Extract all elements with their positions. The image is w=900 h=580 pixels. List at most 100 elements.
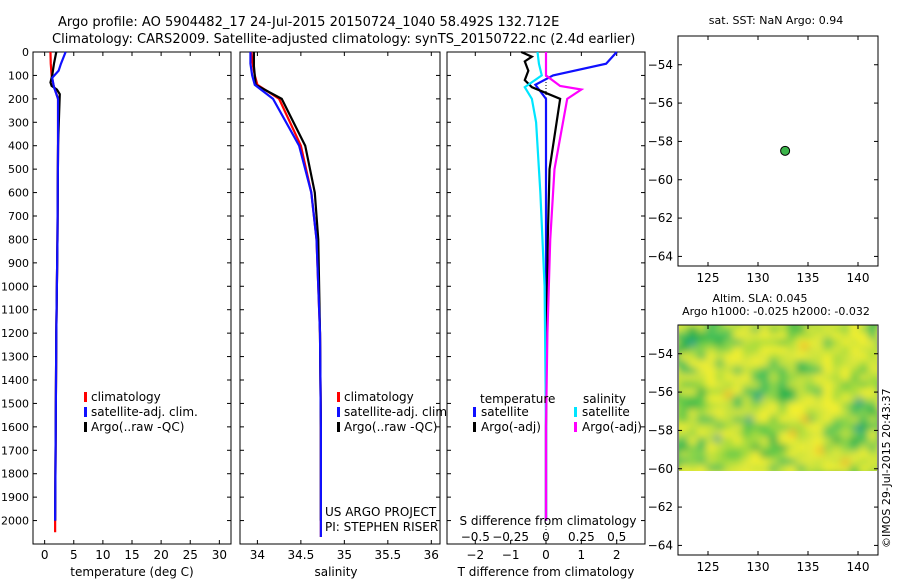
sla-cell <box>724 451 735 460</box>
sla-cell <box>715 402 726 411</box>
sla-cell <box>823 332 834 341</box>
sla-cell <box>814 395 825 404</box>
sla-cell <box>724 367 735 376</box>
sla-cell <box>868 423 877 432</box>
sla-cell <box>706 374 717 383</box>
sla-cell <box>787 437 798 446</box>
sla-cell <box>850 430 861 439</box>
sla-cell <box>679 346 690 355</box>
sla-cell <box>814 430 825 439</box>
sst-map-points <box>780 145 791 156</box>
sla-cell <box>742 374 753 383</box>
sla-cell <box>688 325 699 334</box>
sla-cell <box>778 381 789 390</box>
legend-label: Argo(..raw -QC) <box>344 420 437 434</box>
sla-cell <box>778 444 789 453</box>
sla-cell <box>787 332 798 341</box>
difference-series-magenta <box>544 52 585 521</box>
sla-cell <box>733 444 744 453</box>
sla-cell <box>679 339 690 348</box>
sla-cell <box>841 437 852 446</box>
sla-cell <box>841 444 852 453</box>
sla-cell <box>751 339 762 348</box>
sla-cell <box>868 374 877 383</box>
sla-cell <box>706 395 717 404</box>
sla-cell <box>796 325 807 334</box>
sla-cell <box>787 458 798 467</box>
sla-cell <box>769 472 780 481</box>
legend-label: satellite <box>582 405 630 419</box>
sla-cell <box>823 409 834 418</box>
sla-cell <box>850 472 861 481</box>
sla-cell <box>841 409 852 418</box>
sla-cell <box>796 402 807 411</box>
sla-cell <box>760 472 771 481</box>
sla-cell <box>787 381 798 390</box>
sla-cell <box>859 388 870 397</box>
sla-cell <box>805 423 816 432</box>
sla-cell <box>733 381 744 390</box>
sla-cell <box>823 374 834 383</box>
sla-cell <box>814 409 825 418</box>
sla-cell <box>769 388 780 397</box>
sla-cell <box>832 409 843 418</box>
sla-cell <box>832 353 843 362</box>
sla-cell <box>706 458 717 467</box>
sla-cell <box>724 458 735 467</box>
sla-cell <box>760 409 771 418</box>
sla-cell <box>742 458 753 467</box>
sla-cell <box>787 353 798 362</box>
sla-cell <box>832 444 843 453</box>
sla-map-axes: 125 130 135 140 −54 −56 −58 −60 −62 −64 <box>648 325 878 574</box>
sla-cell <box>733 451 744 460</box>
sla-cell <box>814 416 825 425</box>
depth-tick-label: 1900 <box>1 491 29 504</box>
sla-cell <box>742 381 753 390</box>
sla-cell <box>850 353 861 362</box>
sla-cell <box>742 465 753 471</box>
sla-cell <box>697 430 708 439</box>
sla-cell <box>769 395 780 404</box>
sla-cell <box>769 423 780 432</box>
sla-cell <box>778 451 789 460</box>
sla-cell <box>859 430 870 439</box>
sla-cell <box>841 458 850 467</box>
sla-cell <box>823 402 834 411</box>
sla-cell <box>715 423 726 432</box>
sla-cell <box>760 416 771 425</box>
sla-cell <box>805 444 816 453</box>
sla-cell <box>751 423 762 432</box>
sla-cell <box>796 409 807 418</box>
sla-cell <box>805 451 816 460</box>
sla-cell <box>850 360 861 369</box>
depth-tick-label: 200 <box>8 93 29 106</box>
sla-cell <box>760 346 771 355</box>
sla-cell <box>760 423 771 432</box>
sla-cell <box>778 367 789 376</box>
sla-cell <box>877 360 888 369</box>
sla-cell <box>796 451 807 460</box>
sla-cell <box>769 374 780 383</box>
sla-cell <box>679 416 690 425</box>
sla-cell <box>868 346 877 355</box>
x-tick-label: −1 <box>502 548 520 562</box>
sla-cell <box>751 444 762 453</box>
sla-cell <box>733 395 744 404</box>
sla-cell <box>688 381 699 390</box>
sla-cell <box>697 339 708 348</box>
sla-cell <box>868 402 877 411</box>
legend-swatch-black <box>337 422 340 432</box>
temperature-panel: 0100200300400500600700800900100011001200… <box>1 46 232 579</box>
sla-cell <box>814 402 825 411</box>
sla-cell <box>724 409 735 418</box>
lon-tick-label: 125 <box>697 560 720 574</box>
sla-cell <box>859 346 870 355</box>
sla-cell <box>814 423 825 432</box>
sla-cell <box>877 325 888 334</box>
sla-cell <box>688 416 699 425</box>
x-tick-label: 35.5 <box>374 548 401 562</box>
lat-tick-label: −64 <box>648 249 673 263</box>
sla-cell <box>751 416 762 425</box>
sla-cell <box>697 353 708 362</box>
sla-cell <box>679 402 690 411</box>
